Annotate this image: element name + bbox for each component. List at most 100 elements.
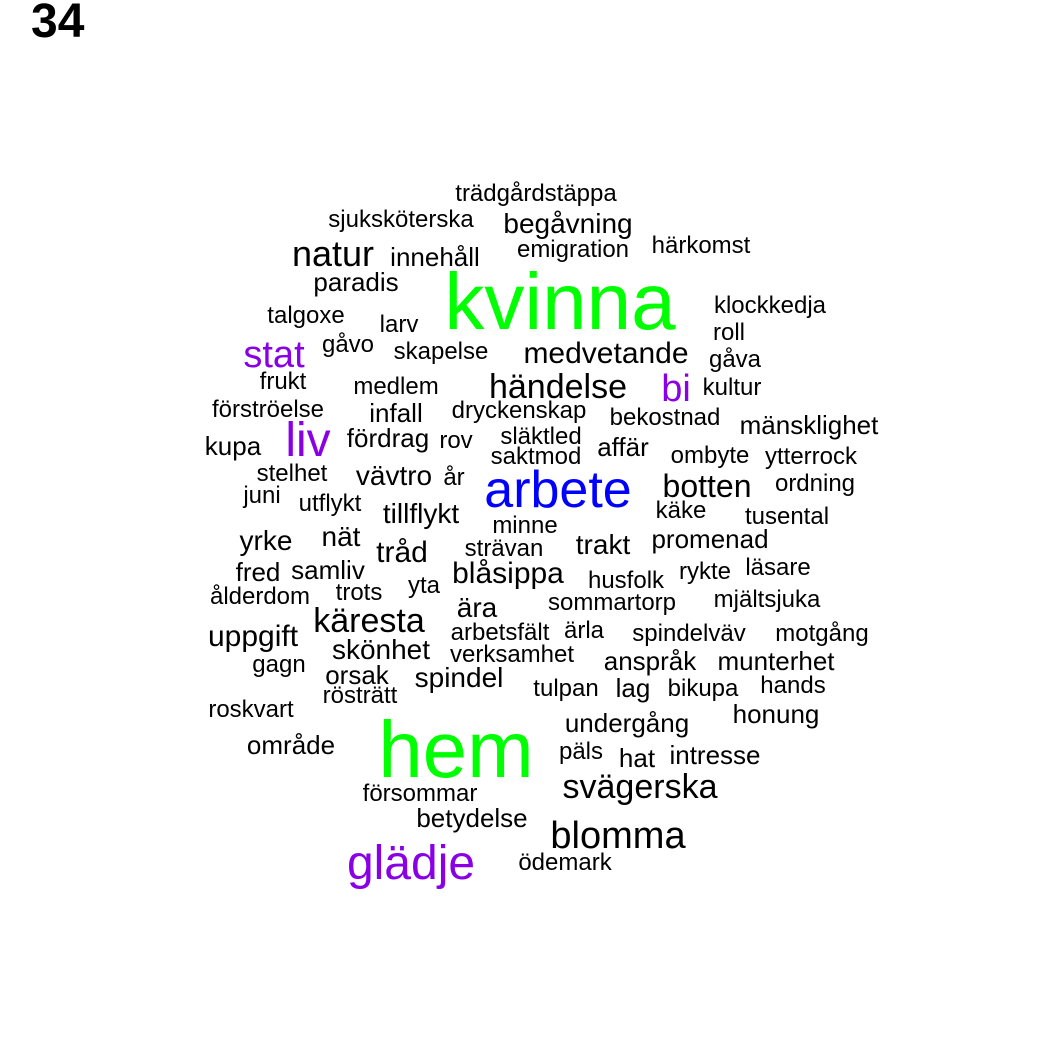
cloud-word: hands — [760, 672, 826, 699]
cloud-word: nät — [321, 521, 361, 552]
cloud-word: tulpan — [533, 675, 599, 702]
cloud-word: händelse — [488, 368, 628, 406]
cloud-word: hem — [378, 705, 534, 794]
cloud-word: ombyte — [670, 442, 750, 469]
cloud-word: roll — [712, 319, 746, 346]
cloud-word: medlem — [353, 373, 439, 400]
cloud-word: gagn — [252, 651, 306, 678]
cloud-word: stelhet — [256, 460, 328, 487]
cloud-word: frukt — [259, 368, 307, 395]
cloud-word: saktmod — [490, 443, 582, 470]
cloud-word: medvetande — [523, 337, 689, 370]
cloud-word: ordning — [774, 470, 856, 497]
cloud-word: skönhet — [331, 634, 431, 665]
cloud-word: gåva — [708, 346, 762, 373]
cloud-word: yrke — [239, 525, 293, 556]
cloud-word: utflykt — [298, 490, 362, 517]
cloud-word: juni — [243, 482, 281, 509]
cloud-word: käresta — [313, 602, 425, 640]
cloud-word: släktled — [500, 423, 582, 450]
cloud-word: minne — [492, 512, 558, 539]
cloud-word: kultur — [702, 374, 762, 401]
cloud-word: ärla — [563, 617, 605, 644]
cloud-word: område — [246, 730, 336, 760]
page-number: 34 — [31, 0, 85, 48]
cloud-word: rösträtt — [322, 682, 398, 709]
cloud-word: spindel — [414, 662, 504, 693]
cloud-word: svägerska — [562, 768, 718, 806]
cloud-word: dryckenskap — [451, 397, 587, 424]
cloud-word: gåvo — [321, 331, 375, 358]
cloud-word: sommartorp — [547, 589, 677, 616]
cloud-word: härkomst — [651, 232, 751, 259]
cloud-word: motgång — [775, 620, 869, 647]
cloud-word: ytterrock — [764, 443, 858, 470]
cloud-word: botten — [662, 468, 752, 504]
cloud-word: käke — [655, 497, 707, 524]
cloud-word: infall — [369, 398, 423, 428]
cloud-word: husfolk — [587, 567, 665, 594]
cloud-word: hat — [618, 743, 656, 773]
cloud-word: spindelväv — [632, 620, 746, 647]
cloud-word: trots — [335, 579, 383, 606]
cloud-word: tillflykt — [382, 498, 460, 529]
cloud-word: uppgift — [207, 620, 299, 653]
cloud-word: talgoxe — [267, 302, 345, 329]
cloud-word: blåsippa — [452, 557, 564, 590]
cloud-word: natur — [291, 233, 375, 274]
cloud-word: fred — [235, 557, 281, 587]
cloud-word: skapelse — [393, 338, 489, 365]
cloud-word: sjuksköterska — [328, 206, 474, 233]
cloud-word: bi — [661, 368, 691, 410]
cloud-word: päls — [558, 738, 604, 765]
cloud-word: orsak — [325, 660, 389, 690]
cloud-word: rov — [439, 427, 473, 454]
cloud-word: betydelse — [416, 803, 528, 833]
cloud-word: ära — [456, 592, 498, 623]
cloud-word: år — [443, 464, 465, 491]
cloud-word: munterhet — [717, 646, 835, 676]
cloud-word: stat — [243, 334, 305, 376]
cloud-word: innehåll — [390, 242, 480, 272]
cloud-word: tråd — [376, 536, 428, 569]
cloud-word: kupa — [204, 431, 262, 461]
cloud-word: bekostnad — [609, 404, 721, 431]
cloud-word: klockkedja — [713, 292, 827, 319]
cloud-word: roskvart — [208, 696, 294, 723]
cloud-word: undergång — [564, 708, 690, 738]
cloud-word: lag — [615, 673, 651, 703]
cloud-word: begåvning — [503, 208, 633, 239]
cloud-word: tusental — [744, 503, 830, 530]
cloud-word: förströelse — [211, 396, 325, 423]
cloud-word: arbetsfält — [450, 619, 550, 646]
cloud-word: rykte — [678, 558, 732, 585]
cloud-word: mänsklighet — [739, 410, 879, 440]
cloud-word: affär — [597, 432, 649, 462]
cloud-word: yta — [407, 572, 441, 599]
cloud-word: arbete — [484, 461, 632, 519]
cloud-word: vävtro — [355, 460, 433, 491]
cloud-word: liv — [285, 414, 331, 467]
cloud-word: fördrag — [346, 423, 430, 453]
cloud-word: glädje — [346, 837, 476, 890]
cloud-word: bikupa — [667, 675, 739, 702]
cloud-word: blomma — [550, 815, 686, 857]
cloud-word: trakt — [575, 529, 631, 560]
cloud-word: ålderdom — [209, 583, 311, 610]
cloud-word: läsare — [745, 554, 811, 581]
cloud-word: försommar — [362, 780, 478, 807]
cloud-word: mjältsjuka — [713, 586, 821, 613]
cloud-word: verksamhet — [449, 641, 575, 668]
cloud-word: kvinna — [444, 257, 676, 346]
cloud-word: emigration — [516, 236, 630, 263]
cloud-word: ödemark — [518, 849, 612, 876]
cloud-word: intresse — [669, 740, 761, 770]
cloud-word: larv — [379, 311, 419, 338]
cloud-word: anspråk — [603, 646, 697, 676]
cloud-word: promenad — [651, 524, 769, 554]
cloud-word: samliv — [291, 555, 365, 585]
cloud-word: honung — [732, 699, 820, 729]
cloud-word: trädgårdstäppa — [455, 180, 617, 207]
